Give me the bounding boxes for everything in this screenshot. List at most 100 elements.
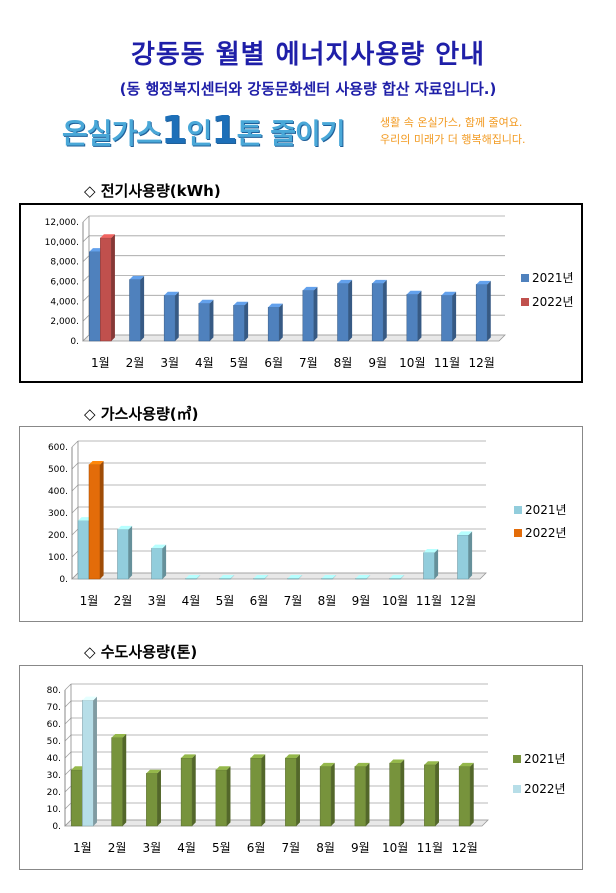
x-category-label: 11월 [417,841,443,855]
bar-2022년-1월 [100,234,115,342]
legend-label: 2022년 [525,526,567,540]
x-category-label: 2월 [126,356,145,370]
x-category-label: 10월 [399,356,425,370]
y-tick-label: 2,000. [50,317,79,327]
x-category-label: 11월 [416,594,442,608]
bar-2021년-12월 [475,280,491,342]
water-section-title: ◇ 수도사용량(톤) [84,643,198,661]
y-tick-label: 12,000. [45,218,79,228]
bar-2021년-4월 [198,299,214,342]
x-category-label: 9월 [352,594,371,608]
gas-chart-svg: 0. 100. 200. 300. 400. 500. 600. 1월 2월 3월 4월 5월 6월 7월… [48,440,567,608]
bar-2021년-9월 [354,762,370,827]
campaign-banner: 온실가스1인1톤 줄이기 생활 속 온실가스, 함께 줄여요. 우리의 미래가 … [62,108,558,154]
x-category-label: 6월 [247,841,266,855]
gridline-side [71,572,79,580]
x-category-label: 10월 [382,841,408,855]
bar-2021년-10월 [406,290,422,342]
banner-slogan: 온실가스1인1톤 줄이기 [62,108,346,152]
x-category-label: 7월 [282,841,301,855]
x-category-label: 5월 [230,356,249,370]
bar-2021년-11월 [423,549,439,580]
bar-2021년-6월 [267,303,283,342]
banner-slogan-part: 인 [186,117,213,150]
gridline-side [82,215,90,223]
gridline-side [64,683,72,691]
x-category-label: 12월 [450,594,476,608]
bar-2021년-12월 [458,762,474,827]
y-tick-label: 4,000. [50,297,79,307]
gridline-side [82,275,90,282]
gridline-side [64,785,72,793]
gridline-side [82,334,90,342]
gridline-side [82,235,90,243]
electricity-chart-svg: 0. 2,000. 4,000. 6,000. 8,000. 10,000. 12,000.… [45,215,574,370]
bar-2022년-1월 [88,461,104,580]
bar-2021년-11월 [424,761,439,827]
gridline-side [64,734,72,742]
banner-slogan-part: 톤 줄이기 [236,117,346,150]
bar-2021년-8월 [321,574,337,580]
legend-swatch [514,506,522,514]
bar-2021년-9월 [355,574,371,580]
legend-swatch [513,755,521,763]
x-category-label: 3월 [160,356,179,370]
banner-side-line: 우리의 미래가 더 행복해집니다. [380,133,526,146]
x-category-label: 1월 [80,594,99,608]
bar-2021년-10월 [389,759,405,827]
banner-side-line: 생활 속 온실가스, 함께 줄여요. [380,116,523,129]
x-category-label: 6월 [264,356,283,370]
bar-2021년-11월 [441,291,457,342]
bar-2021년-12월 [457,531,473,580]
x-category-label: 5월 [216,594,235,608]
x-category-label: 4월 [195,356,214,370]
bar-2021년-7월 [302,286,318,342]
gridline-side [64,700,72,708]
x-category-label: 1월 [73,841,92,855]
x-category-label: 3월 [143,841,162,855]
x-category-label: 3월 [148,594,167,608]
page-subtitle: (동 행정복지센터와 강동문화센터 사용량 합산 자료입니다.) [119,80,497,98]
gas-chart: 0. 100. 200. 300. 400. 500. 600. 1월 2월 3월 4월 5월 6월 7월… [19,426,583,622]
bar-2021년-5월 [219,574,235,580]
x-category-label: 11월 [434,356,460,370]
water-chart: 0. 10. 20. 30. 40. 50. 60. 70. 80. 1월 2월 3월 4월 5월 6월 7월… [19,665,583,870]
y-tick-label: 20. [47,788,61,798]
x-category-label: 6월 [250,594,269,608]
bar-2021년-3월 [151,544,167,580]
bar-2021년-7월 [287,574,303,580]
banner-slogan-number: 1 [161,108,187,152]
y-tick-label: 8,000. [50,258,79,268]
gridline-side [64,819,72,827]
y-tick-label: 0. [59,575,68,585]
y-tick-label: 500. [48,465,68,475]
electricity-chart: 0. 2,000. 4,000. 6,000. 8,000. 10,000. 12,000.… [19,203,583,383]
x-category-label: 4월 [182,594,201,608]
y-tick-label: 400. [48,487,68,497]
page-title: 강동동 월별 에너지사용량 안내 [130,40,486,70]
gas-section-title: ◇ 가스사용량(㎥) [84,405,199,423]
gridline-side [71,550,79,558]
gridline-side [64,751,72,759]
y-tick-label: 80. [47,686,61,696]
bar-2021년-6월 [253,574,269,580]
y-tick-label: 50. [47,737,61,747]
bar-2021년-9월 [371,279,387,342]
x-category-label: 1월 [91,356,110,370]
y-tick-label: 100. [48,553,68,563]
gridline-side [71,528,79,536]
legend-swatch [521,298,529,306]
bar-2021년-6월 [250,754,266,827]
bar-2021년-7월 [285,754,300,827]
y-tick-label: 40. [47,754,61,764]
bar-2021년-5월 [233,301,249,342]
bar-2021년-4월 [185,574,201,580]
bar-2021년-2월 [129,275,145,342]
legend-label: 2021년 [524,752,566,766]
y-tick-label: 300. [48,509,68,519]
water-chart-svg: 0. 10. 20. 30. 40. 50. 60. 70. 80. 1월 2월 3월 4월 5월 6월 7월… [47,683,566,855]
bar-2021년-3월 [146,769,161,827]
gridline-side [64,768,72,776]
electricity-section-title: ◇ 전기사용량(kWh) [84,182,221,200]
x-category-label: 8월 [316,841,335,855]
